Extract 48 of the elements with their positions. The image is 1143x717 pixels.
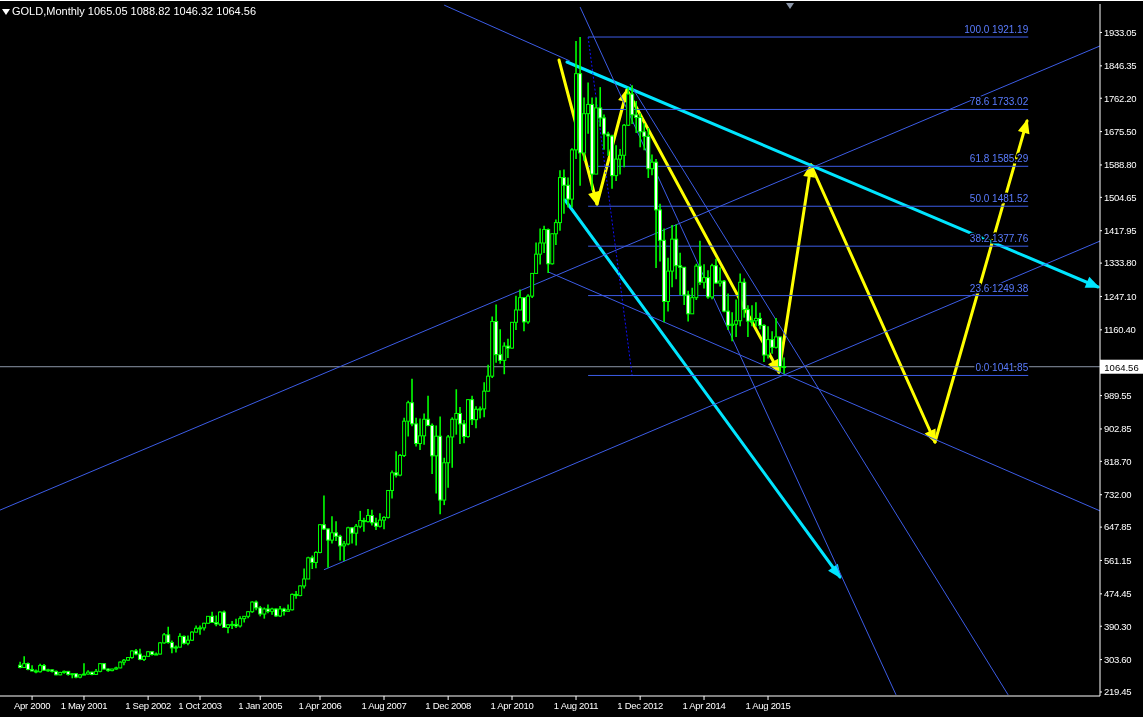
x-tick-label: 1 May 2001 (60, 699, 108, 711)
candlestick (418, 417, 423, 451)
y-tick-label: 1504.65 (1104, 191, 1137, 203)
annotation: 0.0 1041.85 (975, 362, 1029, 374)
ref-line-label: 1064.56 (1104, 361, 1139, 373)
y-tick-label: 390.30 (1104, 620, 1132, 632)
candlestick (422, 412, 427, 446)
x-tick-label: 1 Apr 2006 (298, 699, 342, 711)
candlestick (753, 301, 758, 328)
candlestick (329, 515, 334, 545)
y-tick-label: 1333.80 (1104, 257, 1137, 269)
y-tick-label: 303.60 (1104, 653, 1132, 665)
annotation: 78.6 1733.02 (969, 96, 1029, 108)
y-tick-label: 1247.10 (1104, 290, 1137, 302)
annotation: 100.0 1921.19 (964, 24, 1029, 36)
x-tick-label: 1 Dec 2012 (617, 699, 663, 711)
x-tick-label: 1 Apr 2014 (682, 699, 726, 711)
candlestick (81, 662, 86, 677)
y-tick-label: 1846.35 (1104, 60, 1137, 72)
y-tick-label: 647.85 (1104, 521, 1132, 533)
y-tick-label: 1675.50 (1104, 125, 1137, 137)
candlestick (766, 325, 771, 360)
candlestick (770, 330, 775, 355)
candlestick (750, 304, 754, 327)
y-tick-label: 1762.20 (1104, 92, 1137, 104)
x-tick-label: 1 Oct 2003 (178, 699, 222, 711)
y-tick-label: 1588.80 (1104, 159, 1137, 171)
x-tick-label: 1 Dec 2008 (425, 699, 471, 711)
x-tick-label: 1 Jan 2005 (238, 699, 283, 711)
y-tick-label: 219.45 (1104, 686, 1132, 698)
x-tick-label: Apr 2000 (13, 699, 51, 711)
x-tick-label: 1 Aug 2015 (745, 699, 791, 711)
y-tick-label: 818.70 (1104, 455, 1132, 467)
candlestick (361, 517, 366, 533)
x-tick-label: 1 Aug 2011 (553, 699, 599, 711)
x-tick-label: 1 Aug 2007 (361, 699, 407, 711)
y-tick-label: 732.00 (1104, 489, 1132, 501)
x-tick-label: 1 Sep 2002 (125, 699, 171, 711)
y-tick-label: 1160.40 (1104, 324, 1136, 336)
y-tick-label: 474.45 (1104, 588, 1132, 600)
y-tick-label: 902.85 (1104, 423, 1132, 435)
y-tick-label: 561.15 (1104, 554, 1132, 566)
y-tick-label: 1417.95 (1104, 225, 1137, 237)
chart-title: GOLD,Monthly 1065.05 1088.82 1046.32 1064.56 (12, 5, 257, 17)
y-tick-label: 1933.05 (1104, 26, 1137, 38)
y-tick-label: 989.55 (1104, 389, 1132, 401)
x-tick-label: 1 Apr 2010 (490, 699, 534, 711)
candlestick (230, 620, 235, 630)
